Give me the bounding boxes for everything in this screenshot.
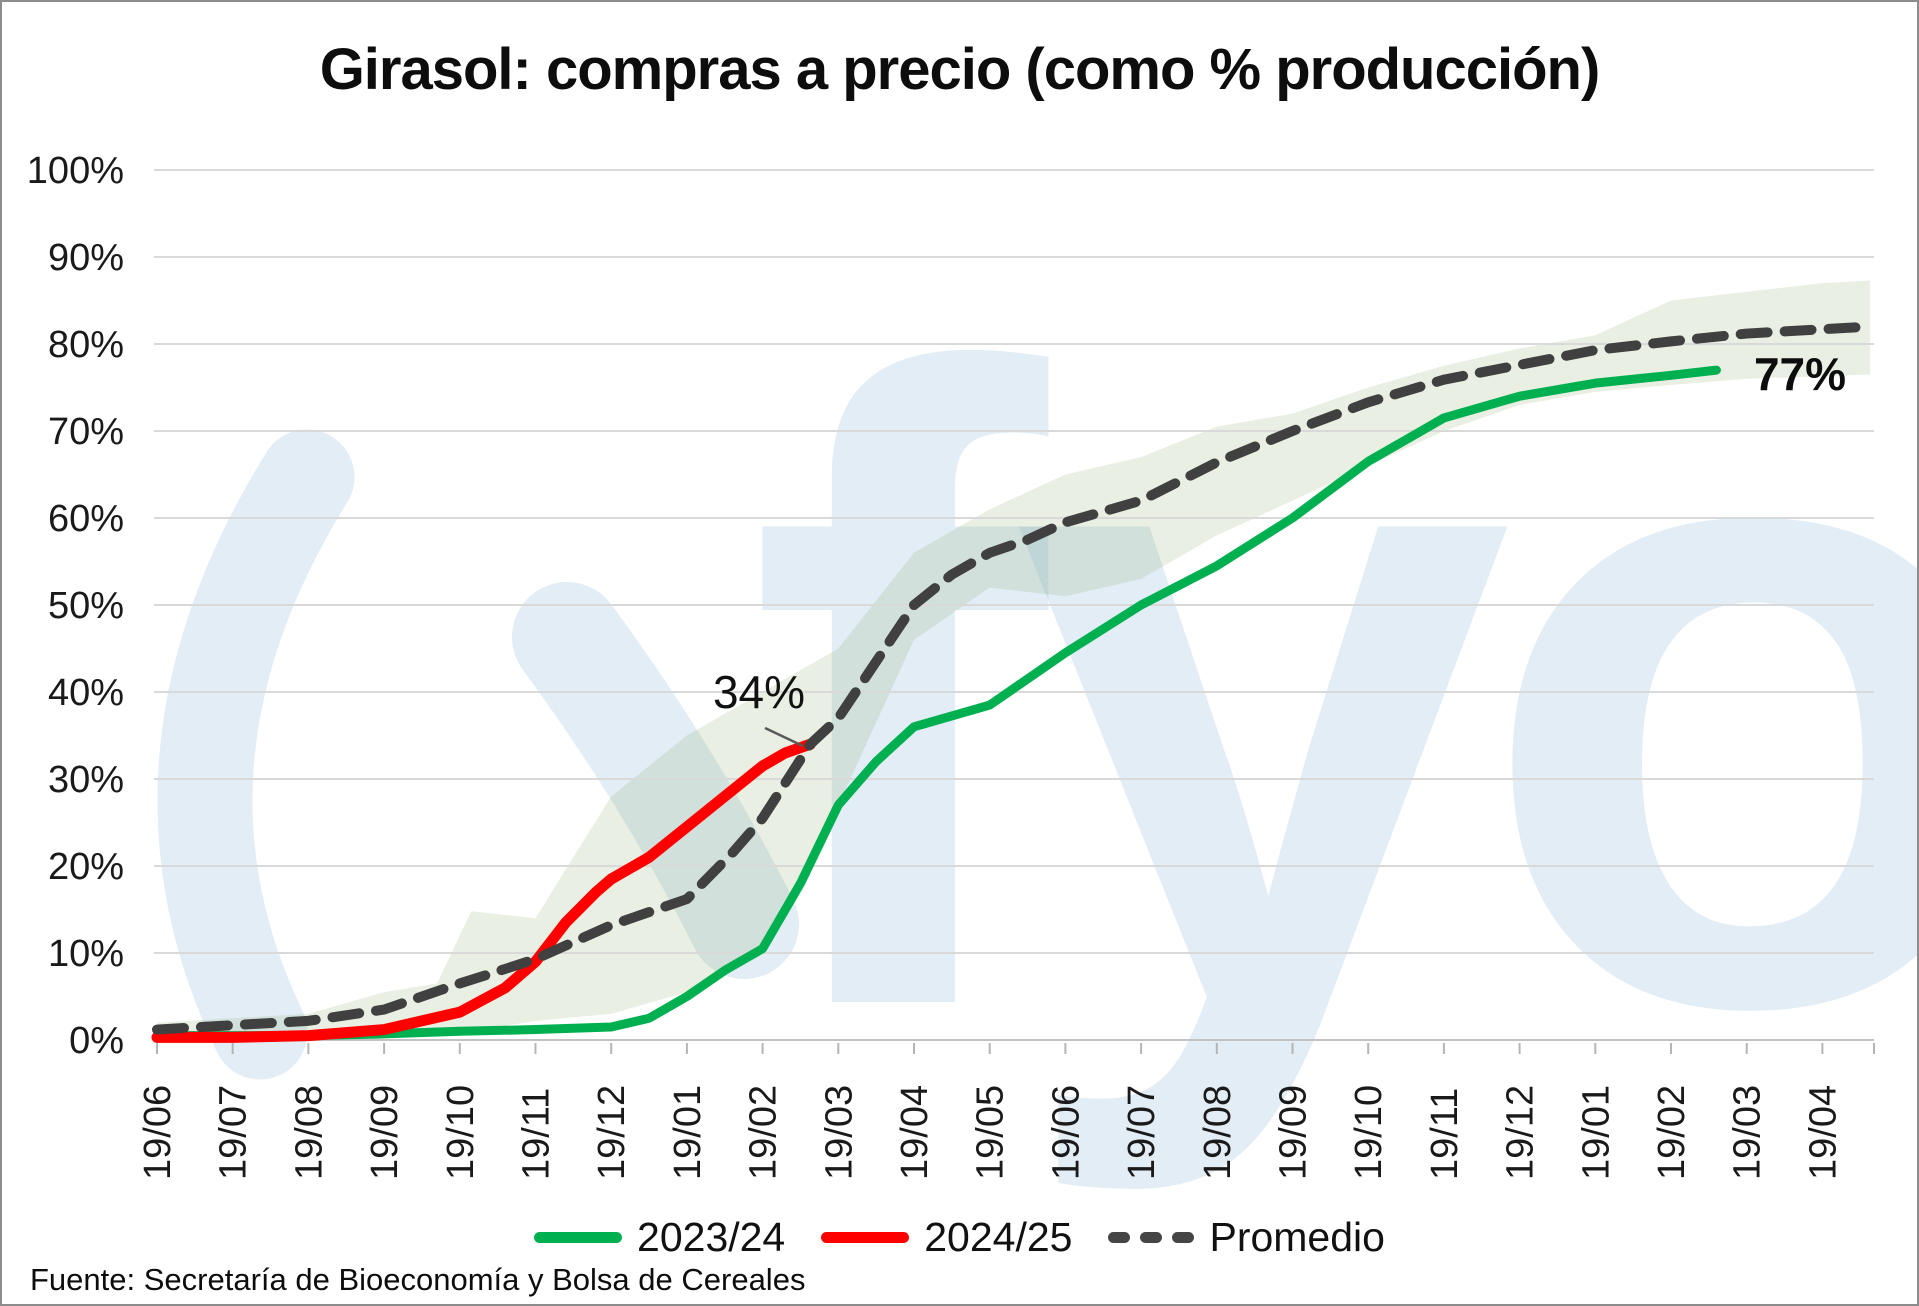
- series-line-2024-25: [151, 738, 816, 1043]
- x-axis-label-14: 19/08: [1197, 1085, 1239, 1180]
- x-axis-label-3: 19/09: [364, 1085, 406, 1180]
- x-axis-label-10: 19/04: [894, 1085, 936, 1180]
- annotation-leader-line: [764, 726, 804, 748]
- x-axis-label-1: 19/07: [213, 1085, 255, 1180]
- legend: 2023/24 2024/25 Promedio: [2, 1214, 1917, 1261]
- annotations: 34% 77%: [713, 348, 1846, 748]
- annotation-77-label: 77%: [1754, 348, 1846, 400]
- x-axis-label-12: 19/06: [1045, 1085, 1087, 1180]
- legend-line-sample-promedio: [1108, 1232, 1195, 1243]
- legend-label-promedio: Promedio: [1209, 1214, 1385, 1260]
- y-axis-label-30: 30%: [48, 759, 124, 801]
- x-axis-label-8: 19/02: [743, 1085, 785, 1180]
- y-axis-label-60: 60%: [48, 498, 124, 540]
- x-axis-label-16: 19/10: [1348, 1085, 1390, 1180]
- x-axis-label-11: 19/05: [970, 1085, 1012, 1180]
- y-axis-label-0: 0%: [69, 1020, 124, 1062]
- annotation-34-label: 34%: [713, 666, 805, 718]
- x-axis-label-19: 19/01: [1575, 1085, 1617, 1180]
- x-axis-label-0: 19/06: [137, 1085, 179, 1180]
- y-axis-label-50: 50%: [48, 585, 124, 627]
- y-axis-label-100: 100%: [27, 150, 124, 192]
- legend-line-sample-2024-25: [821, 1232, 910, 1243]
- x-axis-label-2: 19/08: [288, 1085, 330, 1180]
- chart-title: Girasol: compras a precio (como % produc…: [319, 37, 1601, 102]
- x-axis-label-7: 19/01: [667, 1085, 709, 1180]
- y-axis-label-40: 40%: [48, 672, 124, 714]
- x-axis-label-9: 19/03: [818, 1085, 860, 1180]
- band-polygon: [157, 280, 1871, 1038]
- series-lines: [151, 321, 1876, 1043]
- axis-ticks: [156, 1043, 1875, 1054]
- y-axis-label-90: 90%: [48, 237, 124, 279]
- legend-item-2024-25: 2024/25: [821, 1214, 1072, 1261]
- x-axis-label-13: 19/07: [1121, 1085, 1163, 1180]
- x-axis-label-18: 19/12: [1500, 1085, 1542, 1180]
- series-line-Promedio: [152, 321, 1876, 1035]
- series-line-2023-24: [152, 365, 1721, 1041]
- x-axis-label-22: 19/04: [1802, 1085, 1844, 1180]
- y-axis-label-10: 10%: [48, 933, 124, 975]
- source-note: Fuente: Secretaría de Bioeconomía y Bols…: [30, 1262, 806, 1297]
- legend-item-2023-24: 2023/24: [534, 1214, 785, 1261]
- legend-label-2023-24: 2023/24: [637, 1214, 786, 1260]
- legend-item-promedio: Promedio: [1108, 1214, 1385, 1261]
- x-axis-label-17: 19/11: [1424, 1088, 1466, 1180]
- x-axis-label-5: 19/11: [516, 1088, 558, 1180]
- minmax-band: [157, 280, 1871, 1038]
- y-axis-label-80: 80%: [48, 324, 124, 366]
- watermark-swoosh-left: [157, 429, 355, 1080]
- y-axis-label-70: 70%: [48, 411, 124, 453]
- legend-label-2024-25: 2024/25: [924, 1214, 1073, 1260]
- x-axis-label-20: 19/02: [1651, 1085, 1693, 1180]
- x-axis-label-4: 19/10: [440, 1085, 482, 1180]
- legend-line-sample-2023-24: [534, 1232, 623, 1243]
- x-axis-label-21: 19/03: [1727, 1085, 1769, 1180]
- x-axis-label-15: 19/09: [1273, 1085, 1315, 1180]
- axis-labels: 0% 10% 20% 30% 40% 50% 60% 70% 80% 90% 100% 19/06 19…: [27, 150, 1845, 1180]
- x-axis-label-6: 19/12: [591, 1085, 633, 1180]
- y-axis-label-20: 20%: [48, 846, 124, 888]
